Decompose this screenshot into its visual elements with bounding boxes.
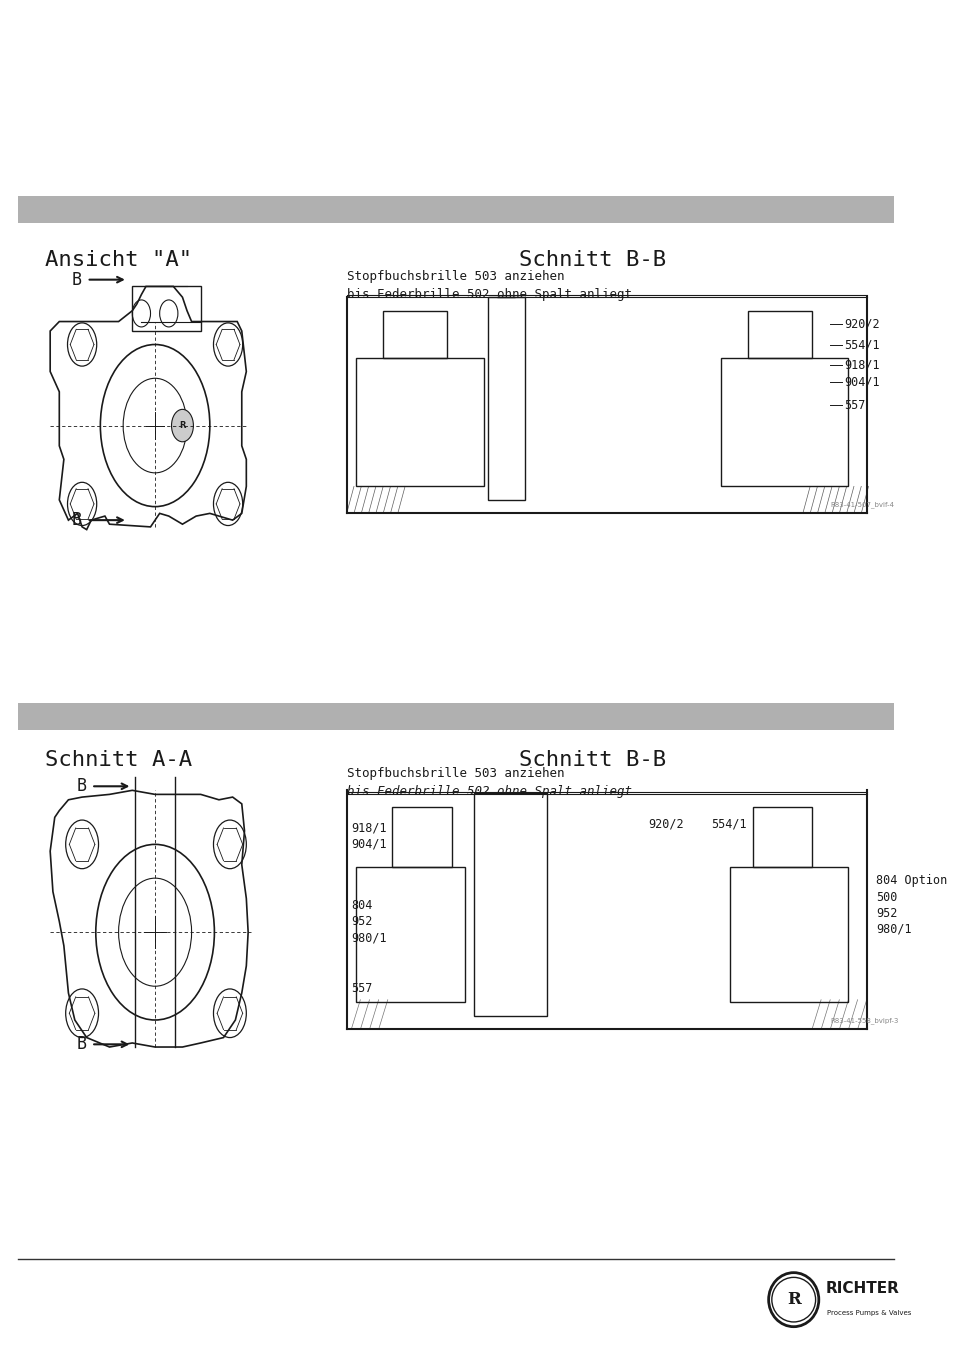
Text: bis Federbrille 502 ohne Spalt anliegt: bis Federbrille 502 ohne Spalt anliegt (346, 785, 631, 798)
Bar (18, 703, 893, 730)
Bar (752, 807, 811, 867)
Text: B: B (76, 777, 87, 796)
Text: Stopfbuchsbrille 503 anziehen: Stopfbuchsbrille 503 anziehen (346, 767, 563, 781)
Text: 804 Option: 804 Option (875, 874, 946, 888)
Bar (488, 297, 524, 500)
Bar (18, 196, 893, 223)
Bar (729, 867, 847, 1002)
Bar (132, 286, 200, 331)
Bar (747, 311, 811, 358)
Text: 918/1: 918/1 (843, 358, 879, 372)
Text: R83-41-507_bvif-4: R83-41-507_bvif-4 (829, 501, 893, 508)
Text: Schnitt B-B: Schnitt B-B (518, 750, 666, 770)
Text: R: R (786, 1292, 800, 1308)
Text: 920/2: 920/2 (843, 317, 879, 331)
Text: R: R (179, 422, 186, 430)
Text: B: B (72, 270, 82, 289)
Text: 554/1: 554/1 (711, 817, 746, 831)
Text: B: B (72, 511, 82, 530)
Text: 554/1: 554/1 (843, 338, 879, 351)
Bar (383, 311, 447, 358)
Text: Process Pumps & Valves: Process Pumps & Valves (826, 1310, 911, 1316)
Text: 952: 952 (875, 907, 896, 920)
Bar (720, 358, 847, 486)
Circle shape (172, 409, 193, 442)
Text: 557: 557 (843, 399, 864, 412)
Bar (392, 807, 451, 867)
Text: 904/1: 904/1 (351, 838, 387, 851)
Text: RICHTER: RICHTER (824, 1281, 899, 1297)
Text: Schnitt B-B: Schnitt B-B (518, 250, 666, 270)
Text: 918/1: 918/1 (351, 821, 387, 835)
Text: B: B (76, 1035, 87, 1054)
Text: 952: 952 (351, 915, 373, 928)
Text: Ansicht "A": Ansicht "A" (45, 250, 192, 270)
Text: 500: 500 (875, 890, 896, 904)
Text: Stopfbuchsbrille 503 anziehen: Stopfbuchsbrille 503 anziehen (346, 270, 563, 284)
Text: Schnitt A-A: Schnitt A-A (45, 750, 192, 770)
Text: 980/1: 980/1 (875, 923, 910, 936)
Bar (355, 867, 465, 1002)
Bar (355, 358, 483, 486)
Text: 804: 804 (351, 898, 373, 912)
Text: 980/1: 980/1 (351, 931, 387, 944)
Text: bis Federbrille 502 ohne Spalt anliegt: bis Federbrille 502 ohne Spalt anliegt (346, 288, 631, 301)
Text: 920/2: 920/2 (647, 817, 682, 831)
Bar (474, 793, 547, 1016)
Text: R83-41-558_bvipf-3: R83-41-558_bvipf-3 (829, 1017, 898, 1024)
Text: 557: 557 (351, 982, 373, 996)
Text: 904/1: 904/1 (843, 376, 879, 389)
